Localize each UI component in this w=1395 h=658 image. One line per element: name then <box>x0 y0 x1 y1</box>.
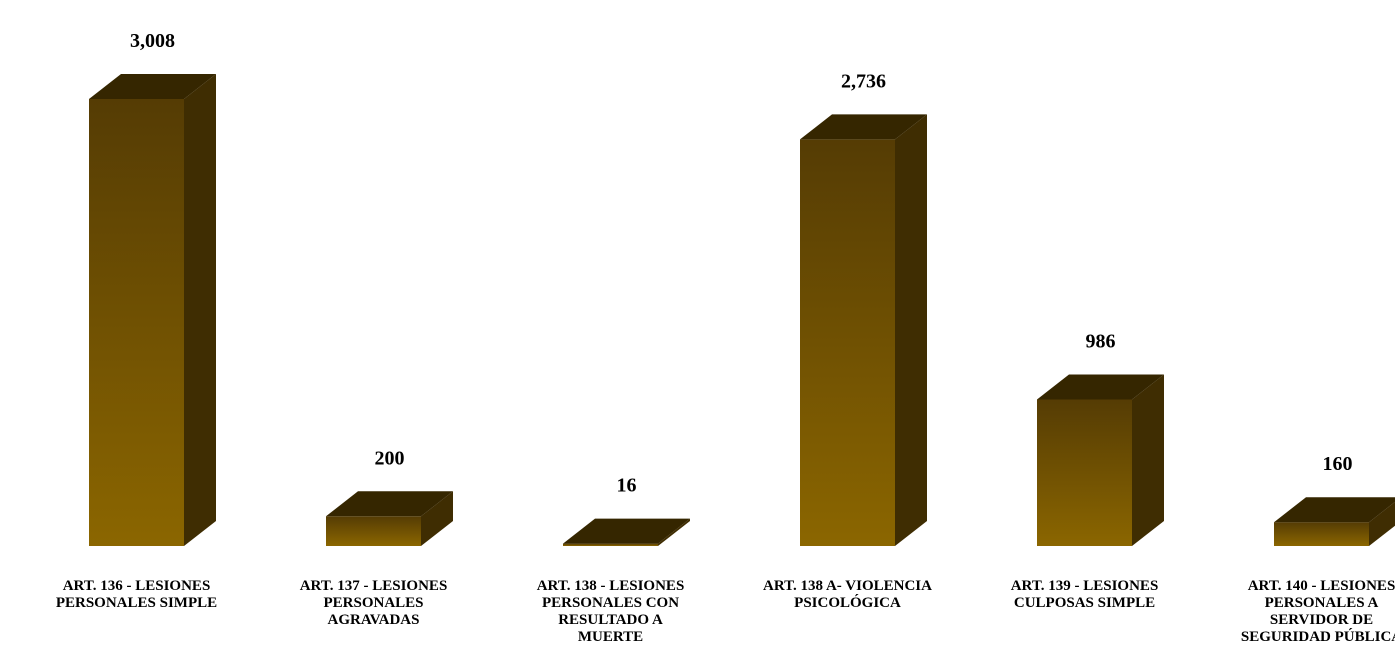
category-label: ART. 137 - LESIONES PERSONALES AGRAVADAS <box>299 578 448 628</box>
bar-front-face <box>1037 399 1132 546</box>
bar-front-face <box>326 516 421 546</box>
bar-1 <box>89 74 216 546</box>
bar-side-face <box>1132 374 1164 546</box>
bar-2 <box>326 491 453 546</box>
bar-front-face <box>89 99 184 546</box>
bar-top-face <box>326 491 453 517</box>
category-label: ART. 138 - LESIONES PERSONALES CON RESULTA… <box>536 578 685 645</box>
value-label: 16 <box>617 475 637 497</box>
value-label: 160 <box>1323 453 1353 475</box>
value-label: 3,008 <box>130 30 175 52</box>
bar-front-face <box>563 543 658 546</box>
value-labels-group: 3,008 200 16 2,736 986 160 <box>130 30 1353 497</box>
bar-top-face <box>800 114 927 140</box>
bar-front-face <box>800 139 895 546</box>
bar-4 <box>800 114 927 546</box>
value-label: 2,736 <box>841 70 886 92</box>
bars-group <box>89 74 1395 546</box>
category-label: ART. 136 - LESIONES PERSONALES SIMPLE <box>55 578 218 611</box>
bar-6 <box>1274 497 1395 546</box>
category-label: ART. 138 A- VIOLENCIA PSICOLÓGICA <box>763 578 932 611</box>
bar-top-face <box>1274 497 1395 523</box>
bar-side-face <box>1369 501 1395 546</box>
value-label: 200 <box>375 447 405 469</box>
bar-3 <box>563 518 690 546</box>
bar-side-face <box>184 74 216 546</box>
bar-top-face <box>89 74 216 99</box>
category-label: ART. 139 - LESIONES CULPOSAS SIMPLE <box>1010 578 1159 611</box>
category-label: ART. 140 - LESIONES PERSONALES A SERVIDOR … <box>1240 578 1395 645</box>
bar-side-face <box>658 518 690 546</box>
bar-top-face <box>1037 374 1164 400</box>
bar-top-face <box>563 518 690 544</box>
bar-side-face <box>895 114 927 546</box>
bar-front-face <box>1274 522 1369 546</box>
bar-5 <box>1037 374 1164 546</box>
bar-side-face <box>421 491 453 546</box>
value-label: 986 <box>1086 330 1116 352</box>
